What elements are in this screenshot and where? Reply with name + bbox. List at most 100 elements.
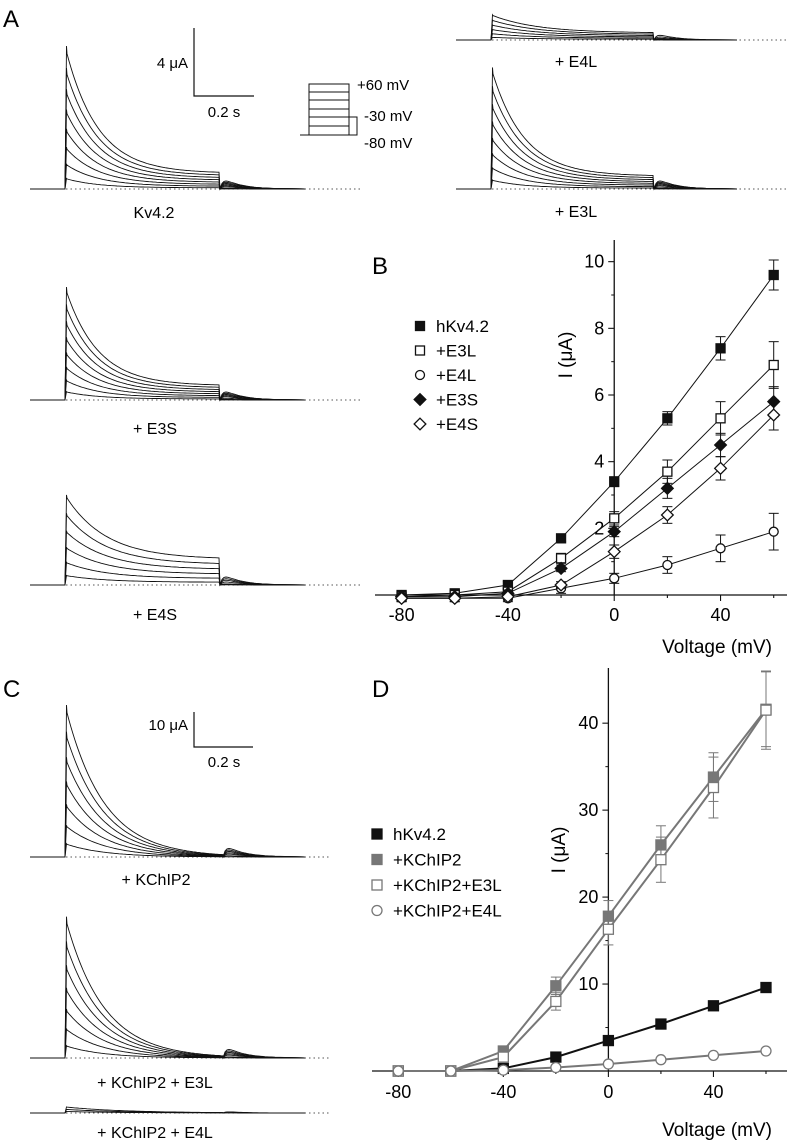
current-trace-line	[30, 757, 306, 858]
current-trace-line	[456, 153, 738, 190]
current-trace-line	[30, 286, 306, 401]
x-tick-label: -80	[385, 1082, 411, 1102]
data-point	[497, 1064, 509, 1076]
trace-label-kv42: Kv4.2	[134, 205, 175, 222]
current-trace-line	[30, 546, 306, 587]
trace-label-kchip2: + KChIP2	[122, 872, 191, 889]
panel-letter-a: A	[3, 6, 19, 33]
current-trace-line	[30, 163, 306, 190]
trace-label-kchip2-e4l: + KChIP2 + E4L	[97, 1125, 213, 1142]
x-axis-label: Voltage (mV)	[662, 637, 772, 658]
data-point	[602, 1058, 615, 1070]
data-point	[655, 1018, 667, 1030]
series-line	[401, 364, 775, 598]
series-line	[401, 274, 775, 596]
current-trace-line	[30, 560, 306, 586]
data-point	[550, 1051, 562, 1063]
data-point	[371, 853, 383, 866]
x-tick-label: -40	[490, 1082, 516, 1102]
legend-label: +E4S	[436, 415, 478, 434]
data-point	[414, 320, 426, 332]
current-trace-line	[30, 574, 305, 586]
current-trace-line	[30, 987, 306, 1060]
current-trace-line	[30, 731, 306, 858]
data-point	[655, 854, 667, 866]
current-trace-line	[30, 337, 306, 402]
x-tick-label: 40	[703, 1082, 723, 1102]
trace-label-e4l: + E4L	[555, 54, 597, 71]
current-trace-line	[456, 67, 738, 190]
y-tick-label: 2	[594, 518, 604, 538]
data-point	[555, 533, 567, 544]
current-trace-line	[456, 121, 738, 191]
data-point	[371, 828, 383, 840]
scale-bar-a-current: 4 μA	[157, 55, 188, 72]
panel-letter-c: C	[3, 676, 20, 703]
data-point	[554, 578, 568, 592]
series--kchip2-e4l	[392, 1045, 772, 1077]
data-point	[760, 1045, 772, 1057]
data-point	[550, 980, 562, 992]
legend-label: +KChIP2+E4L	[393, 902, 502, 921]
current-trace-line	[30, 494, 306, 586]
data-point	[707, 1000, 720, 1012]
data-point	[497, 1051, 509, 1063]
y-tick-label: 30	[578, 800, 598, 820]
scale-bar-a: 4 μA 0.2 s	[157, 28, 254, 121]
data-point	[414, 369, 426, 381]
current-trace-line	[456, 104, 738, 191]
data-point	[662, 466, 673, 477]
data-point	[607, 524, 621, 539]
data-point	[602, 1034, 615, 1047]
trace-kchip2-e3l	[30, 916, 330, 1060]
current-trace-line	[30, 965, 306, 1059]
trace-e3l	[456, 67, 787, 191]
current-trace-line	[30, 704, 306, 858]
current-trace-line	[456, 28, 738, 41]
x-tick-label: 0	[603, 1082, 613, 1102]
current-trace-line	[30, 825, 306, 858]
data-point	[713, 438, 728, 452]
legend-label: +KChIP2+E3L	[393, 876, 502, 895]
current-trace-line	[456, 137, 738, 191]
data-point	[662, 559, 673, 571]
data-point	[715, 543, 726, 554]
panel-letter-b: B	[372, 253, 388, 280]
trace-label-e3s: + E3S	[133, 421, 177, 438]
scale-bar-c: 10 μA 0.2 s	[149, 712, 253, 771]
y-tick-label: 4	[594, 452, 604, 472]
trace-e3s	[30, 286, 360, 402]
current-trace-line	[30, 916, 306, 1059]
data-point	[555, 553, 567, 564]
data-point	[768, 526, 779, 537]
data-point	[371, 879, 383, 891]
y-tick-label: 40	[578, 713, 598, 733]
data-point	[392, 1065, 404, 1077]
data-point	[394, 591, 409, 606]
current-trace-line	[30, 1008, 306, 1060]
legend-label: +E4L	[436, 366, 476, 385]
current-trace-line	[30, 1106, 306, 1114]
data-point	[715, 343, 726, 354]
data-point	[414, 345, 426, 356]
trace-label-e4s: + E4S	[133, 607, 177, 624]
scale-bar-c-time: 0.2 s	[208, 754, 241, 771]
y-tick-label: 20	[578, 887, 598, 907]
current-trace-line	[30, 89, 306, 191]
data-point	[768, 269, 779, 281]
series-hkv4-2	[392, 981, 772, 1077]
trace-label-e3l: + E3L	[555, 204, 597, 221]
chart-d: -80 -40 0 40 10 20 30 40 Voltage (mV) I (μA) hKv4.…	[371, 668, 787, 1141]
current-trace-line	[30, 128, 306, 191]
voltage-protocol	[300, 83, 358, 136]
data-point	[371, 904, 383, 917]
trace-kv42	[30, 45, 360, 191]
data-point	[609, 513, 620, 524]
current-trace-line	[456, 86, 738, 190]
current-trace-line	[30, 45, 306, 190]
current-trace-line	[30, 842, 305, 858]
legend-label: +E3L	[436, 342, 476, 361]
legend-label: +E3S	[436, 391, 478, 410]
current-trace-line	[456, 18, 738, 41]
